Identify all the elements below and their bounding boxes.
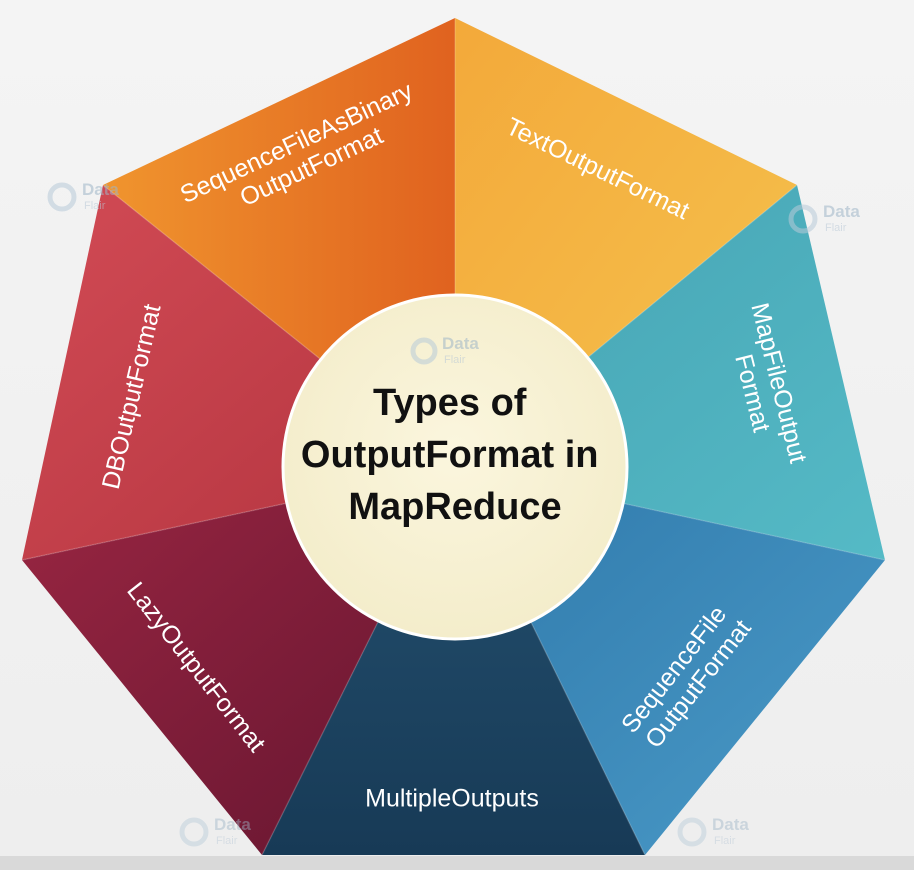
svg-text:Flair: Flair [825,222,847,234]
center-title-line3: MapReduce [348,486,561,528]
watermark-center: Data Flair [410,334,479,366]
svg-text:Flair: Flair [714,835,736,847]
svg-text:Data: Data [442,334,479,353]
watermark-bottom-right: Data Flair [677,815,749,847]
svg-text:Data: Data [823,202,860,221]
svg-text:Data: Data [82,180,119,199]
svg-text:Flair: Flair [216,835,238,847]
watermark-right: Data Flair [788,202,860,234]
label-multipleoutputs: MultipleOutputs [365,785,539,813]
center-title-line1: Types of [373,382,527,424]
svg-text:Data: Data [214,815,251,834]
segment-multipleoutputs [262,467,645,855]
svg-text:Data: Data [712,815,749,834]
center-title-line2: OutputFormat in [301,434,599,476]
svg-text:Flair: Flair [84,200,106,212]
svg-text:Flair: Flair [444,354,466,366]
watermark-top-left: Data Flair [47,180,119,212]
watermark-bottom-left: Data Flair [179,815,251,847]
center-title: Types of OutputFormat in MapReduce [301,382,609,528]
center-circle [281,293,629,641]
